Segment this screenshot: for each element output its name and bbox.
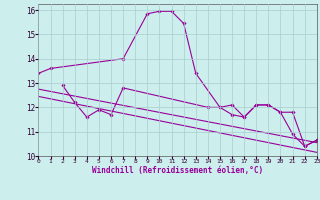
X-axis label: Windchill (Refroidissement éolien,°C): Windchill (Refroidissement éolien,°C) [92, 166, 263, 175]
